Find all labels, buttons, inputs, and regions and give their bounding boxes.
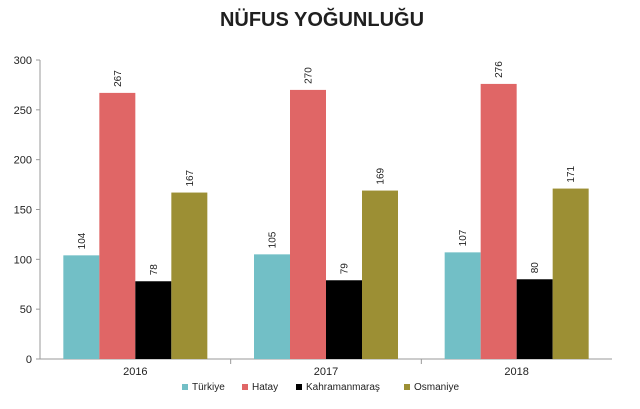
legend-label: Türkiye — [192, 382, 225, 393]
bar-türkiye-2017 — [254, 254, 290, 359]
x-tick-label: 2017 — [314, 366, 338, 378]
y-tick-label: 150 — [14, 205, 32, 217]
data-label: 80 — [530, 262, 541, 274]
data-label: 107 — [458, 229, 469, 246]
y-tick-label: 250 — [14, 105, 32, 117]
bar-osmaniye-2018 — [552, 188, 589, 359]
bar-hatay-2018 — [480, 83, 517, 360]
data-label: 105 — [268, 231, 279, 248]
data-label: 270 — [304, 67, 315, 84]
data-labels: 104 267 78 167 105 270 79 169 107 276 80 171 — [77, 61, 577, 275]
data-label: 104 — [77, 232, 88, 249]
bar-türkiye-2016 — [63, 255, 100, 359]
data-label: 169 — [376, 167, 387, 184]
legend-swatch-türkiye — [182, 384, 188, 390]
y-tick-label: 50 — [20, 304, 32, 316]
data-label: 79 — [340, 263, 351, 275]
bar-osmaniye-2017 — [362, 190, 398, 359]
legend-swatch-kahramanmaraş — [296, 384, 302, 390]
bar-hatay-2017 — [290, 89, 326, 360]
bar-hatay-2016 — [99, 92, 136, 359]
bar-türkiye-2018 — [444, 252, 481, 359]
x-tick-label: 2016 — [123, 366, 147, 378]
chart-title: NÜFUS YOĞUNLUĞU — [220, 7, 424, 31]
data-label: 267 — [113, 70, 124, 87]
y-tick-label: 200 — [14, 155, 32, 167]
data-label: 167 — [185, 169, 196, 186]
legend: Türkiye Hatay Kahramanmaraş Osmaniye — [182, 382, 459, 393]
legend-label: Osmaniye — [414, 382, 459, 393]
bar-kahramanmaraş-2017 — [326, 280, 362, 359]
legend-swatch-osmaniye — [404, 384, 410, 390]
data-label: 78 — [149, 264, 160, 276]
bar-osmaniye-2016 — [171, 192, 208, 359]
bars — [63, 83, 589, 360]
data-label: 171 — [566, 165, 577, 182]
legend-label: Kahramanmaraş — [306, 382, 380, 393]
y-tick-label: 0 — [26, 354, 32, 366]
bar-kahramanmaraş-2018 — [516, 279, 553, 359]
legend-swatch-hatay — [242, 384, 248, 390]
legend-label: Hatay — [252, 382, 278, 393]
y-tick-label: 300 — [14, 55, 32, 67]
bar-kahramanmaraş-2016 — [135, 281, 172, 359]
y-tick-label: 100 — [14, 254, 32, 266]
data-label: 276 — [494, 61, 505, 78]
x-tick-label: 2018 — [504, 366, 528, 378]
